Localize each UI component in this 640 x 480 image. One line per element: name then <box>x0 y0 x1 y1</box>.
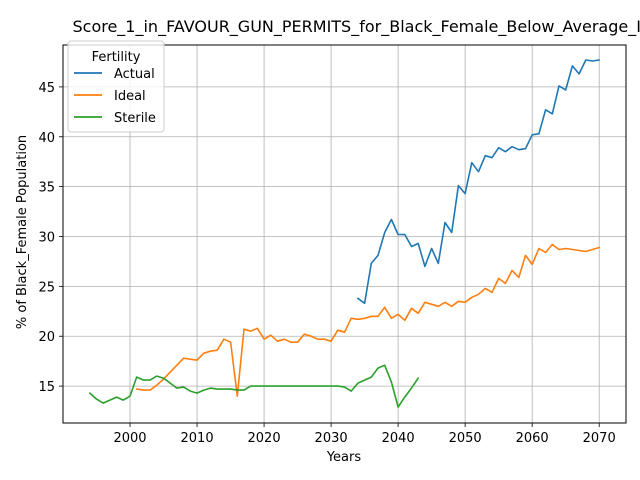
x-tick-label: 2060 <box>516 431 549 446</box>
y-tick-label: 30 <box>38 230 55 245</box>
series-layer <box>89 59 601 408</box>
legend-title: Fertility <box>92 50 141 65</box>
y-tick-label: 25 <box>38 280 55 295</box>
legend-items: Actual Ideal Sterile <box>74 67 156 126</box>
x-tick-label: 2000 <box>113 431 146 446</box>
x-tick-label: 2040 <box>382 431 415 446</box>
y-tick-label: 45 <box>38 81 55 96</box>
series-line-sterile <box>89 364 420 408</box>
x-tick-label: 2030 <box>315 431 348 446</box>
x-tick-label: 2050 <box>449 431 482 446</box>
grid-lines <box>63 45 626 423</box>
legend-label-sterile: Sterile <box>114 111 156 126</box>
chart-title: Score_1_in_FAVOUR_GUN_PERMITS_for_Black_… <box>72 17 640 37</box>
x-axis-label: Years <box>326 450 362 465</box>
y-tick-label: 40 <box>38 131 55 146</box>
legend-label-ideal: Ideal <box>114 89 146 104</box>
x-tick-label: 2010 <box>181 431 214 446</box>
y-tick-label: 15 <box>38 380 55 395</box>
y-tick-label: 20 <box>38 330 55 345</box>
axis-ticks: 2000 2010 2020 2030 2040 2050 2060 2070 15 20 25 30… <box>38 81 615 446</box>
x-tick-label: 2070 <box>583 431 616 446</box>
legend-box <box>67 40 165 133</box>
x-tick-label: 2020 <box>248 431 281 446</box>
plot-frame <box>62 44 627 424</box>
legend: Fertility Actual Ideal Sterile <box>67 40 165 133</box>
series-line-actual <box>357 59 601 305</box>
legend-label-actual: Actual <box>114 67 155 82</box>
series-line-ideal <box>135 243 601 397</box>
y-tick-label: 35 <box>38 181 55 196</box>
y-axis-label: % of Black_Female Population <box>15 135 30 329</box>
